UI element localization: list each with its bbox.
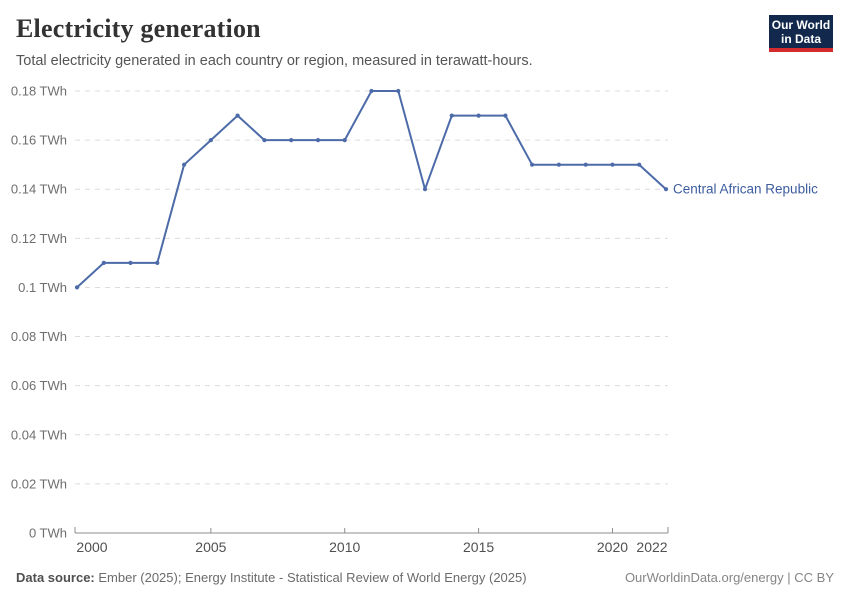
data-point-marker[interactable] (235, 113, 240, 118)
y-axis-tick-label: 0 TWh (29, 526, 67, 541)
data-point-marker[interactable] (128, 260, 133, 265)
data-point-marker[interactable] (182, 162, 187, 167)
entity-label[interactable]: Central African Republic (673, 182, 818, 197)
data-point-marker[interactable] (342, 138, 347, 143)
series-central-african-republic[interactable] (74, 88, 669, 290)
data-point-marker[interactable] (315, 138, 321, 143)
data-point-marker[interactable] (449, 113, 454, 118)
data-point-marker[interactable] (556, 162, 562, 167)
y-axis-tick-label: 0.08 TWh (11, 329, 67, 344)
license-link[interactable]: OurWorldinData.org/energy | CC BY (624, 570, 834, 585)
owid-logo-line2: in Data (780, 32, 821, 46)
owid-logo[interactable]: Our World in Data (769, 15, 833, 52)
owid-logo-line1: Our World (771, 18, 831, 32)
data-point-marker[interactable] (610, 162, 615, 167)
x-axis-tick-label: 2020 (597, 539, 628, 555)
data-point-marker[interactable] (155, 260, 160, 265)
y-axis-tick-label: 0.14 TWh (11, 182, 67, 197)
y-axis-tick-label: 0.02 TWh (11, 476, 67, 491)
data-source-label: Data source: (16, 570, 95, 585)
data-point-marker[interactable] (476, 113, 481, 118)
data-point-marker[interactable] (396, 88, 401, 94)
y-axis-tick-label: 0.04 TWh (11, 427, 67, 442)
data-point-marker[interactable] (208, 138, 213, 143)
data-point-marker[interactable] (422, 187, 428, 192)
data-source-text: Ember (2025); Energy Institute - Statist… (94, 570, 527, 585)
data-point-marker[interactable] (503, 113, 508, 118)
data-point-marker[interactable] (289, 138, 294, 143)
x-axis-tick-label: 2000 (76, 539, 107, 555)
y-axis-tick-label: 0.16 TWh (11, 133, 67, 148)
chart-title: Electricity generation (16, 14, 261, 43)
data-point-marker[interactable] (663, 187, 669, 192)
y-axis-tick-label: 0.18 TWh (11, 84, 67, 99)
data-point-marker[interactable] (530, 162, 535, 167)
data-point-marker[interactable] (583, 162, 588, 167)
x-axis-tick-label: 2010 (329, 539, 360, 555)
x-axis-tick-label: 2022 (636, 539, 667, 555)
data-point-marker[interactable] (262, 138, 267, 143)
y-axis-tick-label: 0.06 TWh (11, 378, 67, 393)
chart-subtitle: Total electricity generated in each coun… (16, 53, 533, 69)
data-point-marker[interactable] (637, 162, 642, 167)
data-source-note: Data source: Ember (2025); Energy Instit… (16, 570, 527, 585)
data-point-marker[interactable] (369, 88, 374, 94)
x-axis-tick-label: 2005 (195, 539, 226, 555)
y-axis-tick-label: 0.12 TWh (11, 231, 67, 246)
y-axis-tick-label: 0.1 TWh (18, 280, 67, 295)
data-point-marker[interactable] (74, 285, 80, 290)
x-axis-tick-label: 2015 (463, 539, 494, 555)
data-point-marker[interactable] (101, 260, 106, 265)
